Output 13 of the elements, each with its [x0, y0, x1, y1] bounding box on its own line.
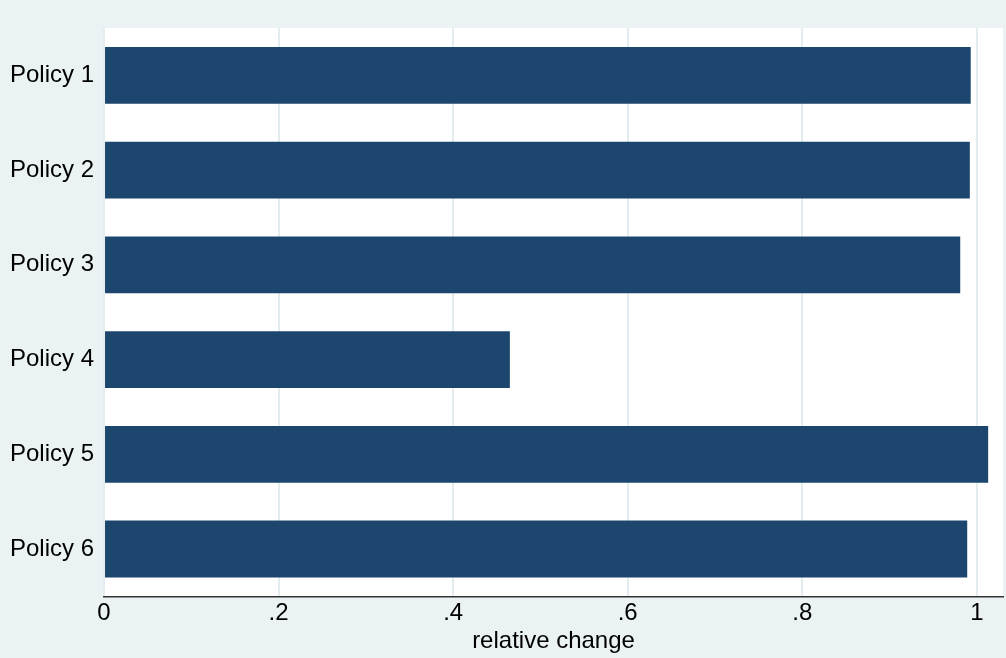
- x-axis-title: relative change: [472, 626, 635, 654]
- x-tick-label: .4: [443, 598, 464, 626]
- x-tick-label: 0: [97, 598, 111, 626]
- y-tick-label: Policy 6: [9, 533, 95, 561]
- x-tick-label: .6: [617, 598, 638, 626]
- x-tick-label: .8: [792, 598, 813, 626]
- y-tick-label: Policy 1: [9, 59, 95, 87]
- y-tick-label: Policy 2: [9, 154, 95, 182]
- x-tick-label: .2: [268, 598, 289, 626]
- y-tick-label: Policy 5: [9, 438, 95, 466]
- y-tick-label: Policy 3: [9, 249, 95, 277]
- x-tick-label: 1: [970, 598, 984, 626]
- y-tick-label: Policy 4: [9, 344, 95, 372]
